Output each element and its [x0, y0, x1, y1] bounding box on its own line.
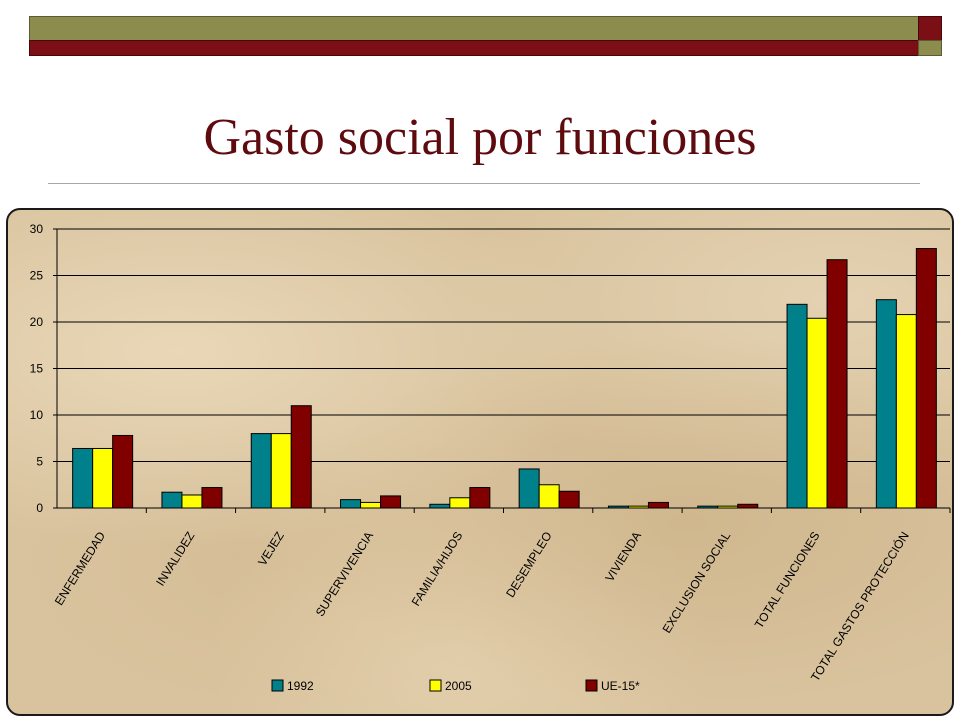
bar-ue15-1	[201, 487, 223, 509]
bar-2005-0	[92, 447, 114, 509]
x-tick-label: VIVIENDA	[602, 529, 644, 584]
bar-1992-1	[161, 491, 183, 509]
y-tick-label: 5	[36, 455, 43, 469]
y-tick-label: 20	[30, 315, 44, 329]
bar-ue15-9	[915, 248, 937, 509]
bar-1992-0	[72, 447, 94, 509]
bar-2005-2	[270, 433, 292, 509]
bar-2005-9	[895, 314, 917, 509]
x-tick-label: INVALIDEZ	[153, 529, 197, 588]
page-title: Gasto social por funciones	[203, 109, 757, 166]
bar-1992-5	[518, 468, 540, 509]
legend-label: 2005	[445, 679, 472, 693]
bar-1992-2	[250, 433, 272, 509]
bar-ue15-6	[647, 501, 669, 509]
bar-1992-3	[340, 499, 362, 509]
y-tick-labels: 0 5 10 15 20 25 30	[30, 222, 44, 515]
bar-2005-5	[538, 484, 560, 509]
bar-1992-9	[875, 299, 897, 509]
x-tick-label: VEJEZ	[255, 529, 287, 568]
y-tick-label: 30	[30, 222, 44, 236]
bar-2005-1	[181, 494, 203, 509]
legend-swatch	[585, 679, 598, 692]
bar-1992-8	[786, 303, 808, 509]
x-tick-label: TOTAL GASTOS PROTECCIÓN	[807, 529, 912, 684]
bar-ue15-0	[112, 434, 134, 509]
bars	[72, 248, 937, 509]
x-tick-label: DESEMPLEO	[503, 529, 554, 600]
bar-ue15-3	[380, 495, 402, 509]
x-tick-label: FAMILIA/HIJOS	[409, 529, 466, 608]
title-divider	[48, 183, 920, 184]
y-tick-label: 0	[36, 501, 43, 515]
y-tick-label: 25	[30, 269, 44, 283]
bar-ue15-8	[826, 259, 848, 509]
bar-ue15-4	[469, 487, 491, 509]
top-corner-square-olive	[918, 40, 942, 56]
bar-2005-8	[806, 317, 828, 509]
legend-label: UE-15*	[601, 679, 640, 693]
bar-2005-3	[360, 501, 382, 509]
axes	[53, 228, 951, 513]
x-tick-label: SUPERVIVENCIA	[313, 529, 376, 619]
y-tick-label: 10	[30, 408, 44, 422]
legend-swatch	[271, 679, 284, 692]
y-tick-label: 15	[30, 362, 44, 376]
bar-ue15-5	[558, 490, 580, 509]
x-tick-label: ENFERMEDAD	[52, 529, 109, 608]
x-tick-label: EXCLUSION SOCIAL	[660, 529, 734, 636]
legend: 1992 2005 UE-15*	[271, 679, 640, 693]
x-tick-label: TOTAL FUNCIONES	[752, 529, 823, 631]
bar-ue15-2	[290, 405, 312, 509]
x-tick-labels: ENFERMEDAD INVALIDEZ VEJEZ SUPERVIVENCIA FAM…	[52, 529, 912, 684]
bar-1992-4	[429, 503, 451, 509]
bar-2005-4	[449, 497, 471, 509]
legend-swatch	[429, 679, 442, 692]
bar-ue15-7	[737, 503, 759, 509]
legend-label: 1992	[287, 679, 314, 693]
